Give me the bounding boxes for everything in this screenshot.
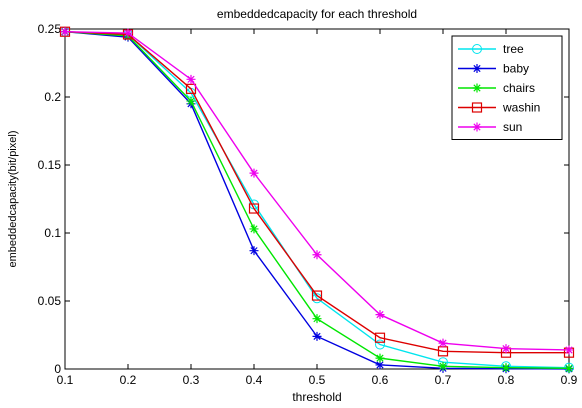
legend-label: baby [503,62,529,76]
y-axis-label: embeddedcapacity(bit/pixel) [7,131,19,268]
data-point [249,246,259,256]
x-tick-label: 0.4 [246,373,263,387]
legend-entry-washin: washin [458,101,540,115]
series-line [64,31,570,369]
x-tick-label: 0.9 [561,373,578,387]
y-tick-label: 0.1 [44,226,61,240]
series-layer [59,26,575,374]
x-tick-label: 0.3 [183,373,200,387]
legend: tree baby chairs washin sun [451,35,563,140]
data-point [312,250,322,260]
data-point [311,290,323,301]
data-point [249,224,259,234]
data-point [472,44,482,54]
x-tick-label: 0.7 [435,373,452,387]
data-point [312,331,322,341]
data-point [60,27,70,37]
legend-entry-chairs: chairs [458,81,535,95]
legend-entry-sun: sun [458,120,522,134]
data-point [186,74,196,84]
data-point [564,363,574,373]
data-point [374,332,386,343]
legend-entry-tree: tree [458,42,524,56]
data-point [472,122,482,132]
data-point [185,83,197,94]
data-point [248,203,260,214]
data-point [472,83,482,93]
data-point [501,344,511,354]
y-tick-label: 0.2 [44,90,61,104]
data-point [472,64,482,73]
legend-label: chairs [503,81,535,95]
y-tick-label: 0.15 [38,158,62,172]
y-tick-label: 0 [54,362,61,376]
data-point [249,168,259,178]
data-point [123,28,133,38]
data-point [186,96,196,106]
legend-entry-baby: baby [458,62,529,76]
x-tick-label: 0.1 [57,373,74,387]
data-point [564,345,574,355]
data-point [375,360,385,370]
data-point [375,310,385,320]
chart-title: embeddedcapacity for each threshold [217,7,417,21]
x-tick-label: 0.8 [498,373,515,387]
x-tick-label: 0.5 [309,373,326,387]
data-point [501,363,511,373]
x-tick-label: 0.6 [372,373,389,387]
series-sun [60,27,574,355]
data-point [438,361,448,371]
data-point [471,102,483,113]
x-tick-label: 0.2 [120,373,137,387]
data-point [438,338,448,348]
legend-label: tree [503,42,524,56]
data-point [312,314,322,324]
y-tick-label: 0.05 [38,294,62,308]
legend-label: washin [502,101,540,115]
series-line [64,31,569,354]
data-point [375,353,385,363]
legend-label: sun [503,120,522,134]
data-point [375,339,385,350]
x-axis-label: threshold [292,390,341,404]
y-tick-label: 0.25 [38,22,62,36]
